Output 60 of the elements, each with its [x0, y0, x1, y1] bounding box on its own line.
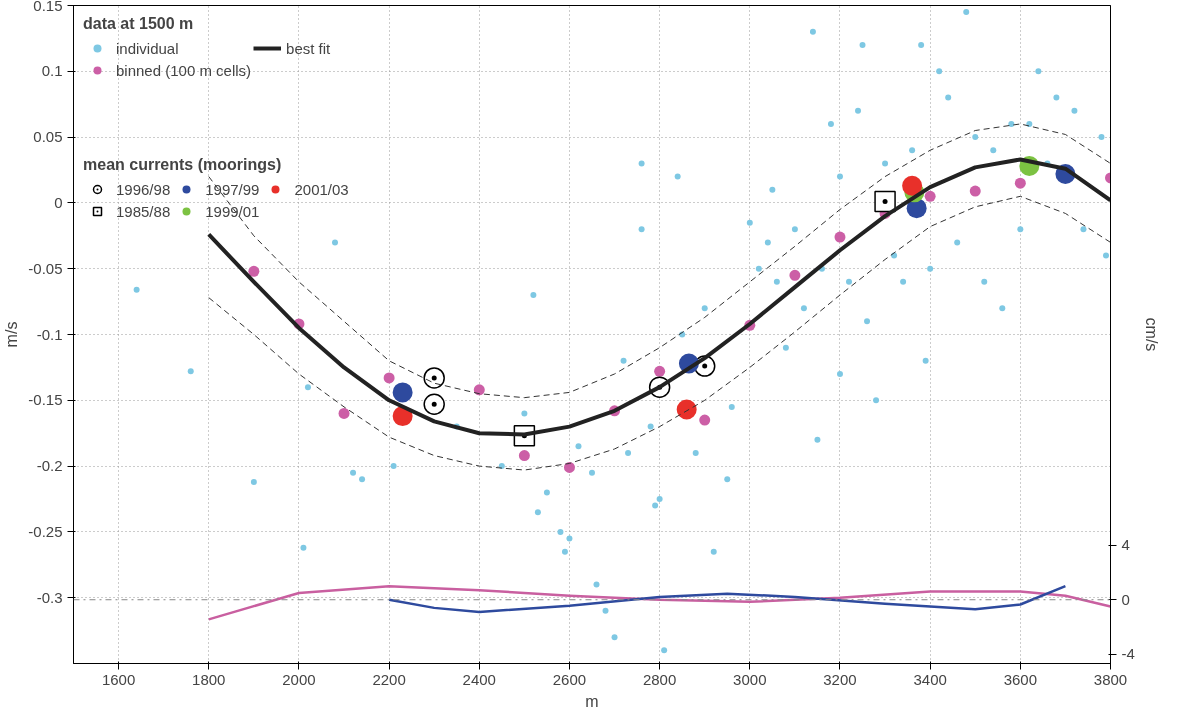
y-tick-label: 0: [54, 193, 63, 211]
annotation: mean currents (moorings): [83, 156, 283, 174]
y-tick-label: -0.2: [36, 457, 63, 475]
point: [676, 399, 697, 420]
point: [834, 231, 846, 243]
y2-tick-label: -4: [1121, 645, 1135, 662]
point: [969, 185, 981, 197]
point: [924, 190, 936, 202]
point: [789, 269, 801, 281]
y2-tick-label: 4: [1121, 536, 1130, 554]
x-tick-label: 3600: [1003, 670, 1038, 688]
line-series: [387, 584, 1067, 614]
point: [392, 382, 413, 403]
point: [248, 265, 260, 277]
x-tick-label: 2400: [462, 670, 496, 688]
y-tick-label: -0.1: [36, 325, 63, 343]
point: [518, 450, 530, 462]
legend-label: 1999/01: [205, 202, 260, 220]
x-tick-label: 1800: [192, 670, 226, 688]
point: [699, 414, 711, 426]
point: [473, 384, 485, 396]
legend-label: best fit: [286, 39, 331, 57]
x-tick-label: 3000: [733, 670, 767, 688]
y-tick-label: -0.05: [28, 259, 63, 277]
x-axis-title: m: [585, 692, 599, 710]
point: [902, 175, 923, 196]
y2-tick-label: 0: [1121, 590, 1130, 608]
x-tick-label: 2200: [372, 670, 406, 688]
x-tick-label: 2600: [552, 670, 587, 688]
legend-label: individual: [116, 39, 179, 57]
y-tick-label: -0.3: [36, 588, 63, 606]
point: [1014, 177, 1026, 189]
legend-label: 2001/03: [294, 180, 349, 198]
y-tick-label: 0.15: [33, 0, 63, 14]
point: [423, 393, 445, 415]
line-series: [207, 584, 1111, 621]
x-tick-label: 3400: [913, 670, 947, 688]
y-tick-label: -0.25: [28, 522, 63, 540]
legend-label: 1985/88: [116, 202, 171, 220]
point: [874, 190, 896, 213]
legend-label: 1996/98: [116, 180, 171, 198]
y-tick-label: -0.15: [28, 391, 63, 409]
x-tick-label: 1600: [101, 670, 136, 688]
point: [654, 365, 666, 377]
x-tick-label: 2000: [282, 670, 316, 688]
y-axis-title: m/s: [3, 321, 21, 348]
x-tick-label: 3800: [1093, 670, 1128, 688]
point: [383, 372, 395, 384]
x-tick-label: 3200: [823, 670, 857, 688]
x-tick-label: 2800: [642, 670, 677, 688]
y-tick-label: 0.05: [33, 128, 63, 146]
point: [338, 407, 350, 419]
legend-label: binned (100 m cells): [116, 61, 252, 79]
point: [563, 461, 575, 473]
y-tick-label: 0.1: [41, 62, 63, 80]
legend-title: data at 1500 m: [83, 15, 195, 33]
line-series: [208, 195, 1111, 471]
y2-axis-title: cm/s: [1142, 317, 1160, 352]
point: [423, 367, 445, 389]
legend-label: 1997/99: [205, 180, 260, 198]
